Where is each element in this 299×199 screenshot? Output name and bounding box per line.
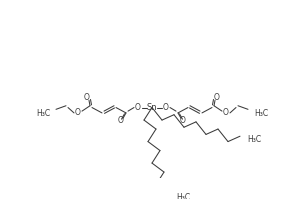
Text: H₃C: H₃C <box>36 109 50 118</box>
Text: O: O <box>135 103 141 112</box>
Text: O: O <box>118 116 124 126</box>
Text: O: O <box>84 93 90 102</box>
Text: O: O <box>223 108 229 117</box>
Text: O: O <box>163 103 169 112</box>
Text: O: O <box>180 116 186 126</box>
Text: H₃C: H₃C <box>247 135 261 144</box>
Text: O: O <box>214 93 220 102</box>
Text: O: O <box>75 108 81 117</box>
Text: H₃C: H₃C <box>254 109 268 118</box>
Text: Sn: Sn <box>147 103 157 112</box>
Text: H₃C: H₃C <box>176 193 190 199</box>
